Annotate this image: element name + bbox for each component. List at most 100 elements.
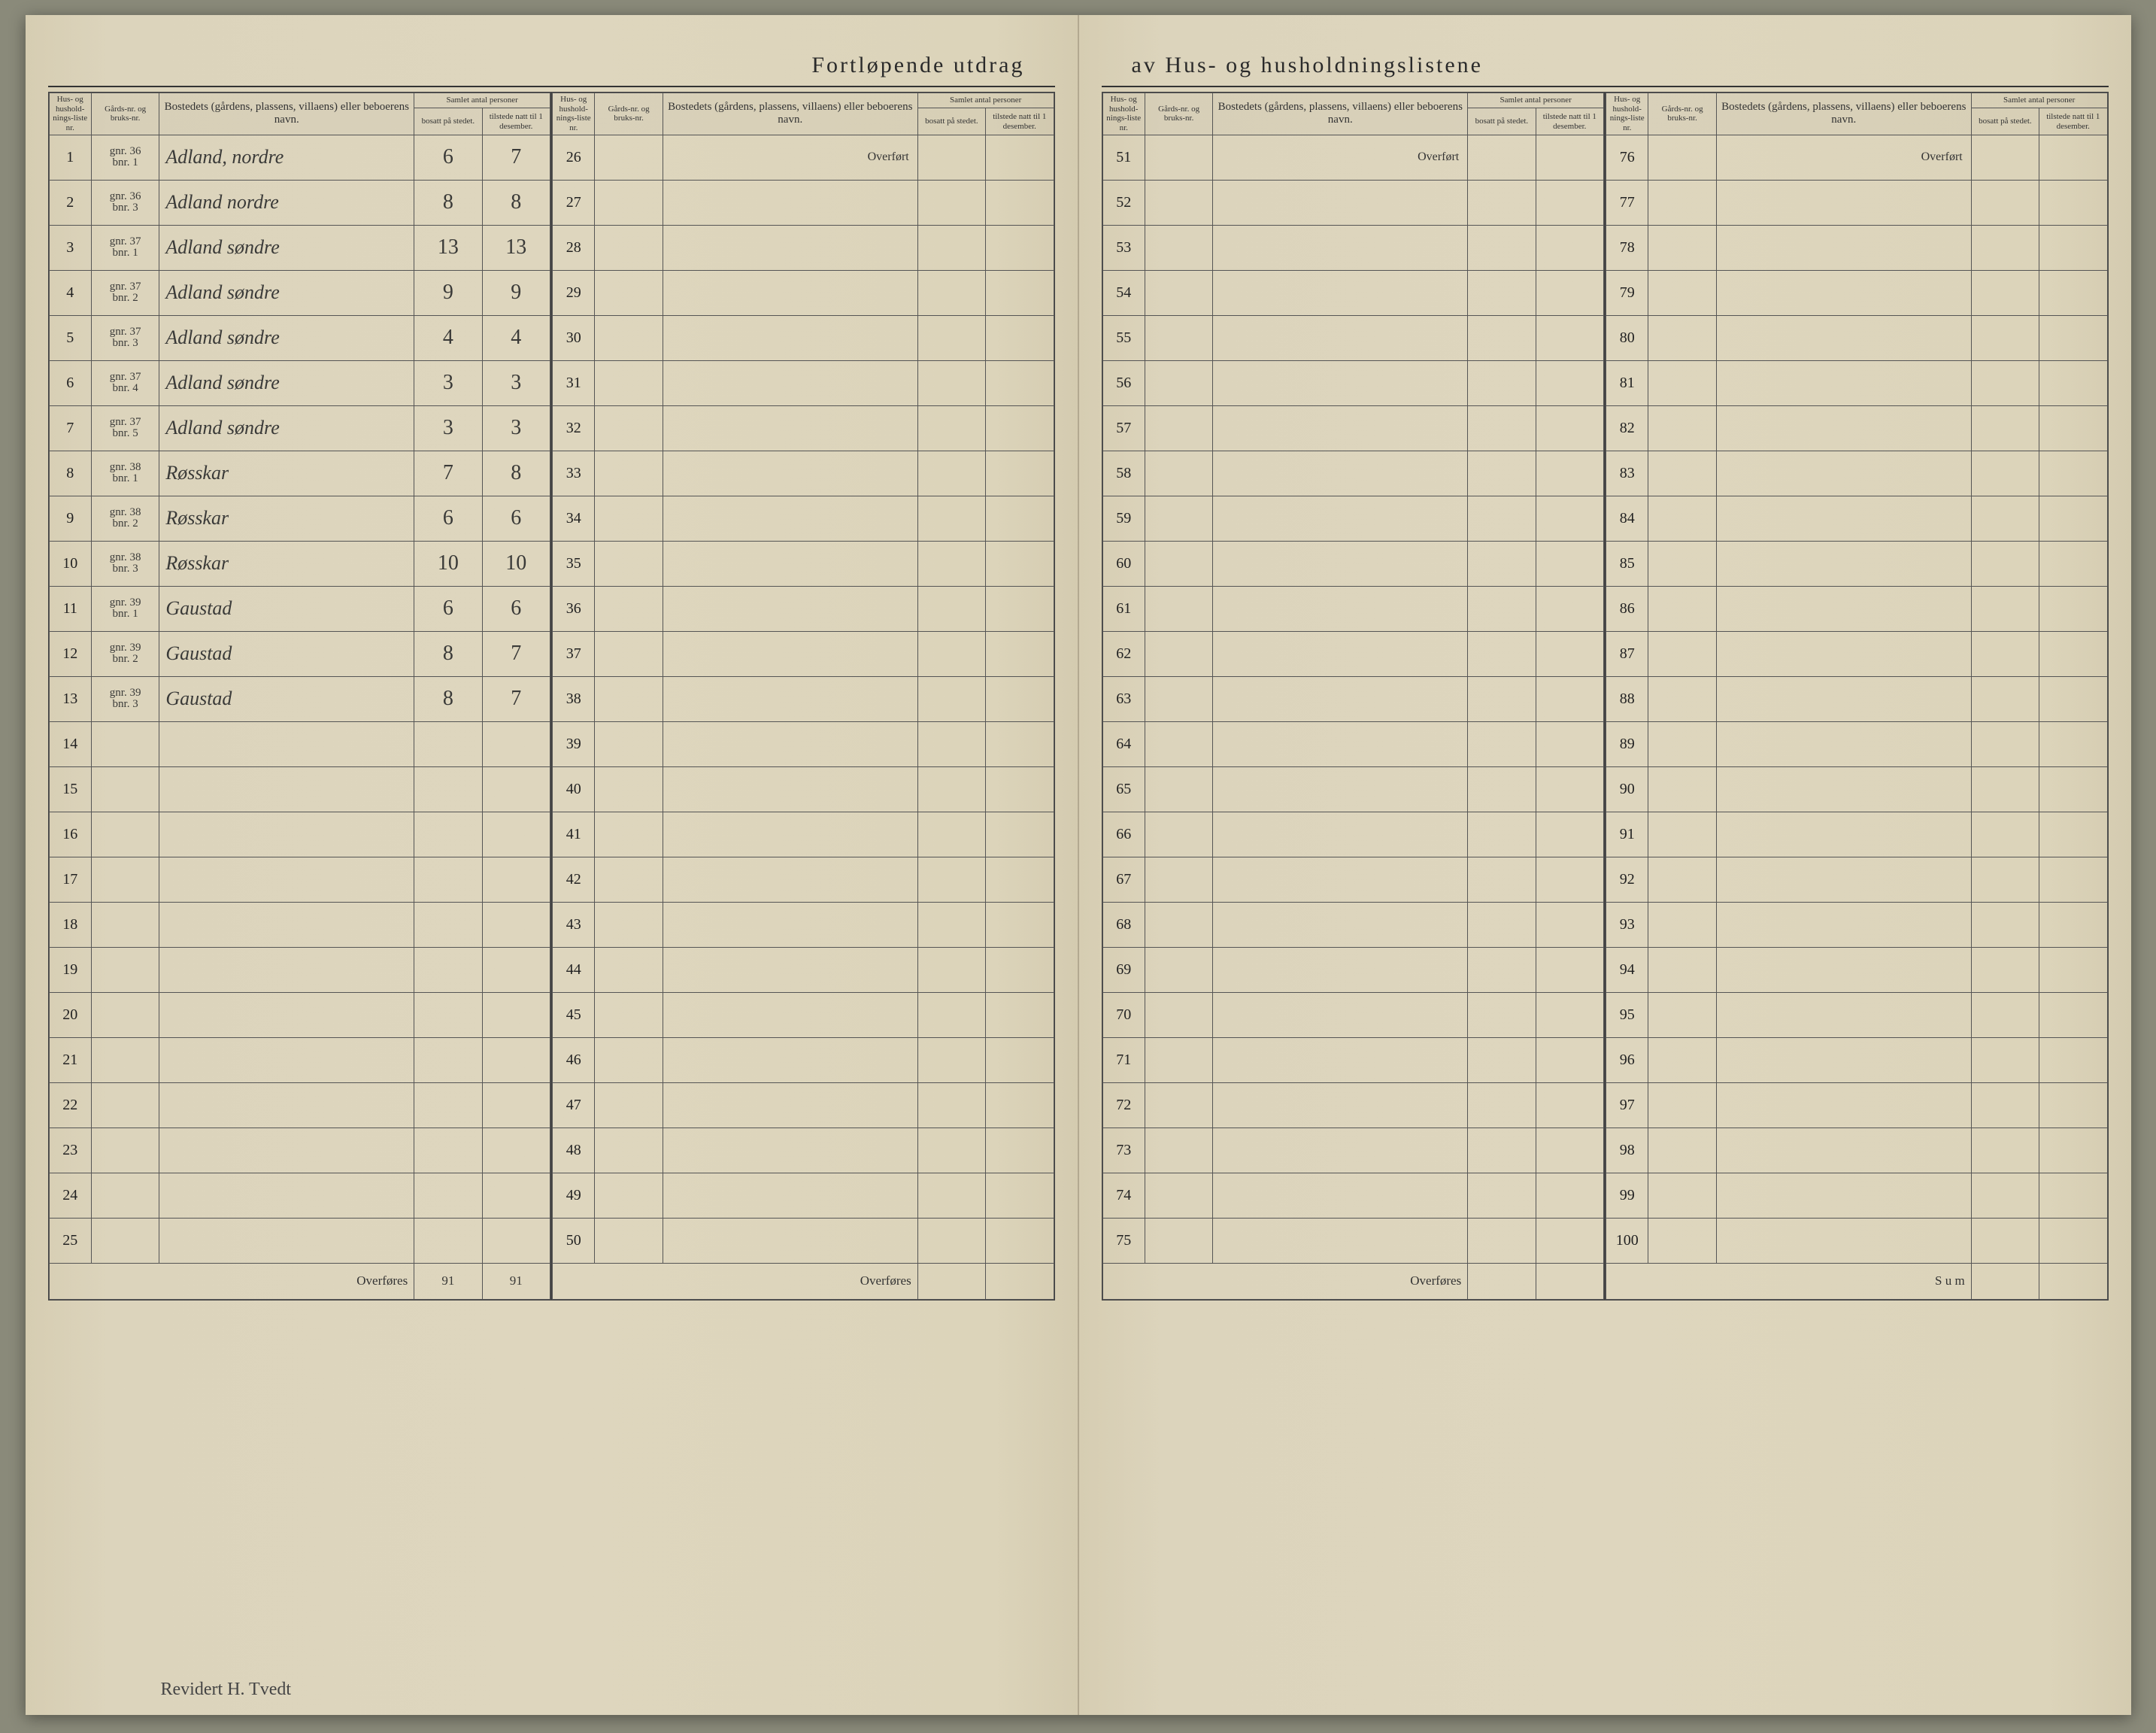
- tilstede-cell: [1536, 496, 1603, 541]
- h-bosatt: bosatt på stedet.: [414, 108, 482, 135]
- table-row: 18: [49, 902, 550, 947]
- block-1-25: Hus- og hushold-nings-liste nr. Gårds-nr…: [48, 92, 552, 1301]
- tilstede-cell: [1536, 676, 1603, 721]
- tilstede-cell: [986, 631, 1054, 676]
- tilstede-cell: [986, 180, 1054, 225]
- gard-cell: [595, 451, 663, 496]
- empty: [917, 1263, 985, 1299]
- overfores-label: Overføres: [49, 1263, 414, 1299]
- bosatt-cell: [1971, 1037, 2039, 1082]
- tilstede-cell: [482, 1037, 550, 1082]
- gard-cell: [1648, 451, 1716, 496]
- row-number: 13: [49, 676, 91, 721]
- gard-cell: gnr. 37bnr. 3: [91, 315, 159, 360]
- row-number: 97: [1606, 1082, 1648, 1128]
- bosatt-cell: [1971, 812, 2039, 857]
- name-cell: [1716, 496, 1971, 541]
- row-number: 8: [49, 451, 91, 496]
- table-row: 22: [49, 1082, 550, 1128]
- table-row: 93: [1606, 902, 2108, 947]
- tilstede-cell: [2039, 180, 2107, 225]
- tbody-1-25: 1gnr. 36bnr. 1Adland, nordre672gnr. 36bn…: [49, 135, 550, 1263]
- name-cell: [1213, 270, 1468, 315]
- tilstede-cell: [986, 315, 1054, 360]
- table-row: 39: [553, 721, 1054, 766]
- bosatt-cell: [917, 225, 985, 270]
- name-cell: [1716, 180, 1971, 225]
- name-cell: [1213, 360, 1468, 405]
- tilstede-cell: [986, 1173, 1054, 1218]
- name-cell: [663, 947, 917, 992]
- name-cell: [159, 812, 414, 857]
- bosatt-cell: [1971, 1173, 2039, 1218]
- h-gard: Gårds-nr. og bruks-nr.: [595, 93, 663, 135]
- gard-cell: [91, 992, 159, 1037]
- gard-cell: [1648, 315, 1716, 360]
- name-cell: Røsskar: [159, 541, 414, 586]
- gard-cell: [1648, 1218, 1716, 1263]
- bosatt-cell: [414, 721, 482, 766]
- h-tilstede: tilstede natt til 1 desember.: [1536, 108, 1603, 135]
- table-row: 87: [1606, 631, 2108, 676]
- bosatt-cell: [1468, 135, 1536, 180]
- tilstede-cell: [986, 721, 1054, 766]
- tilstede-cell: [482, 1218, 550, 1263]
- tilstede-cell: [986, 1037, 1054, 1082]
- bosatt-cell: [1468, 947, 1536, 992]
- bosatt-cell: [414, 992, 482, 1037]
- tilstede-cell: [1536, 1128, 1603, 1173]
- table-row: 88: [1606, 676, 2108, 721]
- row-number: 5: [49, 315, 91, 360]
- bosatt-cell: [1468, 766, 1536, 812]
- row-number: 30: [553, 315, 595, 360]
- gard-cell: [595, 270, 663, 315]
- h-liste: Hus- og hushold-nings-liste nr.: [49, 93, 91, 135]
- h-liste: Hus- og hushold-nings-liste nr.: [553, 93, 595, 135]
- table-row: 73: [1102, 1128, 1604, 1173]
- row-number: 12: [49, 631, 91, 676]
- table-row: 96: [1606, 1037, 2108, 1082]
- name-cell: [663, 225, 917, 270]
- table-row: 5gnr. 37bnr. 3Adland søndre44: [49, 315, 550, 360]
- gard-cell: gnr. 39bnr. 1: [91, 586, 159, 631]
- gard-cell: [595, 1218, 663, 1263]
- gard-cell: [595, 676, 663, 721]
- row-number: 86: [1606, 586, 1648, 631]
- tilstede-cell: [1536, 541, 1603, 586]
- right-columns: Hus- og hushold-nings-liste nr. Gårds-nr…: [1102, 92, 2109, 1301]
- tilstede-cell: 7: [482, 676, 550, 721]
- table-row: 42: [553, 857, 1054, 902]
- name-cell: [1716, 1128, 1971, 1173]
- name-cell: [1716, 1173, 1971, 1218]
- bosatt-cell: [1468, 857, 1536, 902]
- name-cell: [1716, 947, 1971, 992]
- table-row: 59: [1102, 496, 1604, 541]
- tilstede-cell: [1536, 857, 1603, 902]
- bosatt-cell: [1468, 405, 1536, 451]
- name-cell: Adland søndre: [159, 225, 414, 270]
- bosatt-cell: 7: [414, 451, 482, 496]
- name-cell: [1716, 631, 1971, 676]
- tilstede-cell: [986, 270, 1054, 315]
- table-row: 2gnr. 36bnr. 3Adland nordre88: [49, 180, 550, 225]
- gard-cell: [1648, 496, 1716, 541]
- tilstede-cell: 8: [482, 451, 550, 496]
- name-cell: Adland søndre: [159, 360, 414, 405]
- row-number: 10: [49, 541, 91, 586]
- bosatt-cell: [917, 812, 985, 857]
- tilstede-cell: [986, 676, 1054, 721]
- table-row: 54: [1102, 270, 1604, 315]
- name-cell: [663, 721, 917, 766]
- gard-cell: [1145, 541, 1212, 586]
- row-number: 50: [553, 1218, 595, 1263]
- gard-cell: gnr. 36bnr. 3: [91, 180, 159, 225]
- bosatt-cell: [917, 1218, 985, 1263]
- table-row: 79: [1606, 270, 2108, 315]
- tilstede-cell: [986, 541, 1054, 586]
- name-cell: [1716, 451, 1971, 496]
- gard-cell: [91, 857, 159, 902]
- name-cell: Overført: [1716, 135, 1971, 180]
- table-row: 6gnr. 37bnr. 4Adland søndre33: [49, 360, 550, 405]
- row-number: 85: [1606, 541, 1648, 586]
- gard-cell: [1145, 1128, 1212, 1173]
